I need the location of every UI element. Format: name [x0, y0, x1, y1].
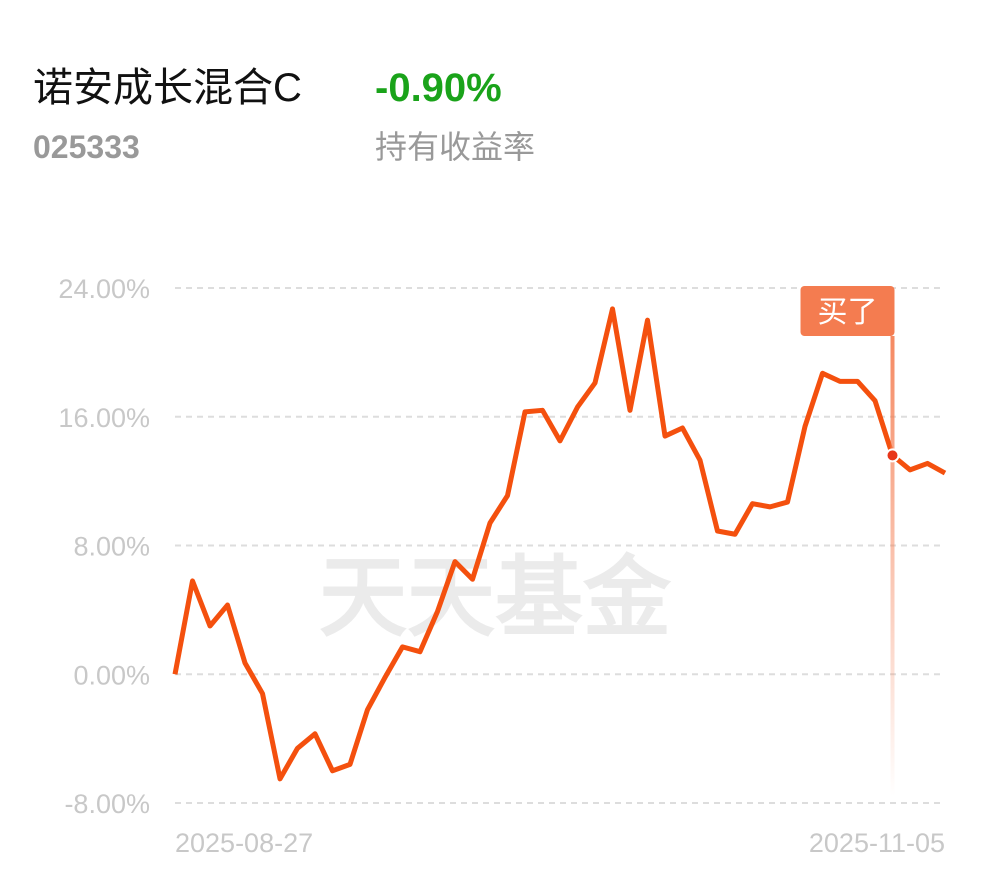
y-tick-label: 24.00%: [58, 274, 150, 304]
x-tick-label: 2025-08-27: [175, 828, 313, 858]
buy-label-box: [800, 286, 895, 336]
y-tick-label: 16.00%: [58, 403, 150, 433]
fund-code: 025333: [33, 129, 140, 165]
return-label: 持有收益率: [375, 129, 535, 165]
y-tick-label: 0.00%: [73, 660, 150, 690]
line: [172, 306, 947, 782]
fund-return: -0.90%: [375, 66, 502, 110]
y-tick-label: 8.00%: [73, 532, 150, 562]
buy-point: [885, 448, 900, 463]
fund-title: 诺安成长混合C: [33, 66, 302, 110]
y-tick-label: -8.00%: [64, 789, 150, 819]
watermark: 天天基金: [319, 548, 672, 647]
buy-line: [890, 336, 895, 796]
x-tick-label: 2025-11-05: [809, 828, 945, 858]
buy-label: 买了: [818, 296, 878, 329]
